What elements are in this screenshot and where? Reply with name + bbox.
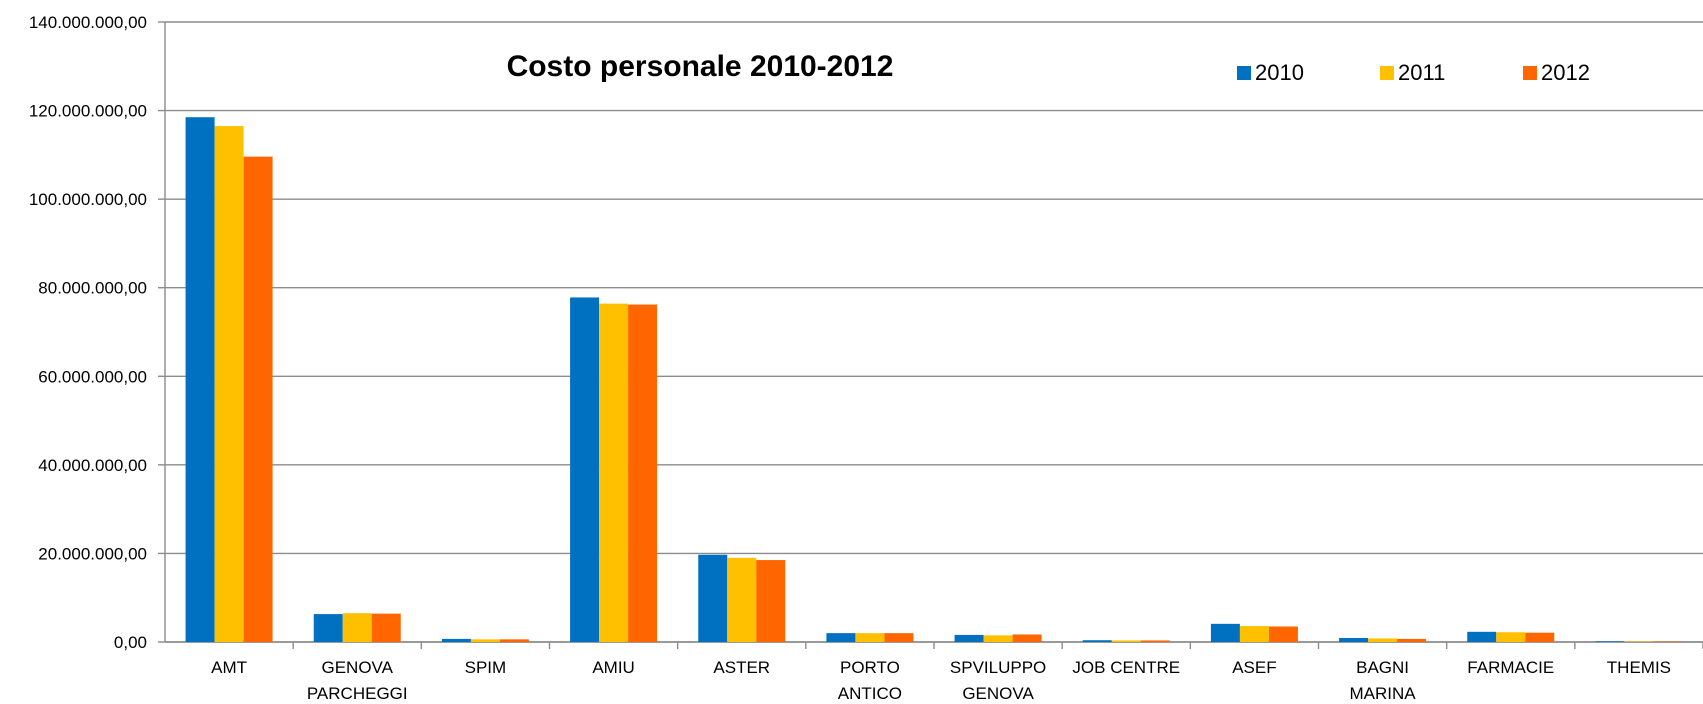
legend-label: 2010 [1255,60,1304,85]
bar [1111,640,1141,642]
bar [954,634,984,642]
bar [826,633,856,642]
x-tick-label: THEMIS [1607,658,1671,677]
bar [1140,640,1170,642]
y-tick-label: 100.000.000,00 [29,190,147,209]
bar [756,560,786,642]
x-tick-label: AMIU [592,658,635,677]
bar [1624,641,1654,642]
bar [983,635,1013,642]
legend-swatch [1380,66,1394,80]
bar [884,633,914,642]
x-tick-label: MARINA [1350,684,1417,703]
y-tick-label: 120.000.000,00 [29,102,147,121]
bar [1595,641,1625,642]
chart-title: Costo personale 2010-2012 [507,50,894,83]
bar [1339,638,1369,642]
bar [342,613,372,642]
y-tick-label: 80.000.000,00 [38,279,147,298]
bar [1210,623,1240,642]
bar [1467,631,1497,642]
x-tick-label: JOB CENTRE [1072,658,1180,677]
bars [185,117,1683,643]
y-axis: 0,00 20.000.000,00 40.000.000,00 60.000.000… [29,13,166,652]
legend-label: 2011 [1398,60,1445,85]
y-tick-label: 40.000.000,00 [38,456,147,475]
bar [1012,634,1042,642]
x-tick-label: GENOVA [322,658,394,677]
y-tick-label: 0,00 [114,633,147,652]
bar [599,303,629,642]
bar [185,117,215,642]
legend: 2010 2011 2012 [1237,60,1590,85]
x-tick-label: SPIM [465,658,507,677]
legend-swatch [1237,66,1251,80]
x-tick-label: PORTO [840,658,900,677]
x-tick-label: AMT [211,658,247,677]
bar [570,297,600,642]
x-tick-label: SPVILUPPO [950,658,1046,677]
bar [1397,638,1427,642]
bar [243,156,273,642]
bar [313,614,343,642]
x-tick-label: ASTER [713,658,770,677]
bar [1525,632,1555,642]
grid-lines [165,21,1703,643]
y-tick-label: 60.000.000,00 [38,367,147,386]
bar [1239,626,1269,642]
bar [698,554,728,642]
bar [371,613,401,642]
bar [1082,640,1112,642]
legend-label: 2012 [1541,60,1590,85]
bar [499,639,529,642]
bar [855,633,885,642]
x-tick-label: FARMACIE [1467,658,1554,677]
bar [1368,638,1398,642]
bar [470,639,500,642]
y-tick-label: 140.000.000,00 [29,13,147,32]
bar [1268,626,1298,642]
bar [1496,632,1526,642]
bar [628,304,658,642]
bar [214,126,244,643]
x-tick-label: ASEF [1232,658,1276,677]
bar [727,557,757,642]
legend-swatch [1523,66,1537,80]
x-tick-label: ANTICO [838,684,902,703]
x-tick-label: PARCHEGGI [307,684,408,703]
x-tick-label: GENOVA [962,684,1034,703]
bar [441,638,471,642]
y-tick-label: 20.000.000,00 [38,544,147,563]
x-tick-label: BAGNI [1356,658,1409,677]
x-axis: AMT GENOVA PARCHEGGI SPIM AMIU ASTER PORTO ANTI… [165,641,1703,703]
